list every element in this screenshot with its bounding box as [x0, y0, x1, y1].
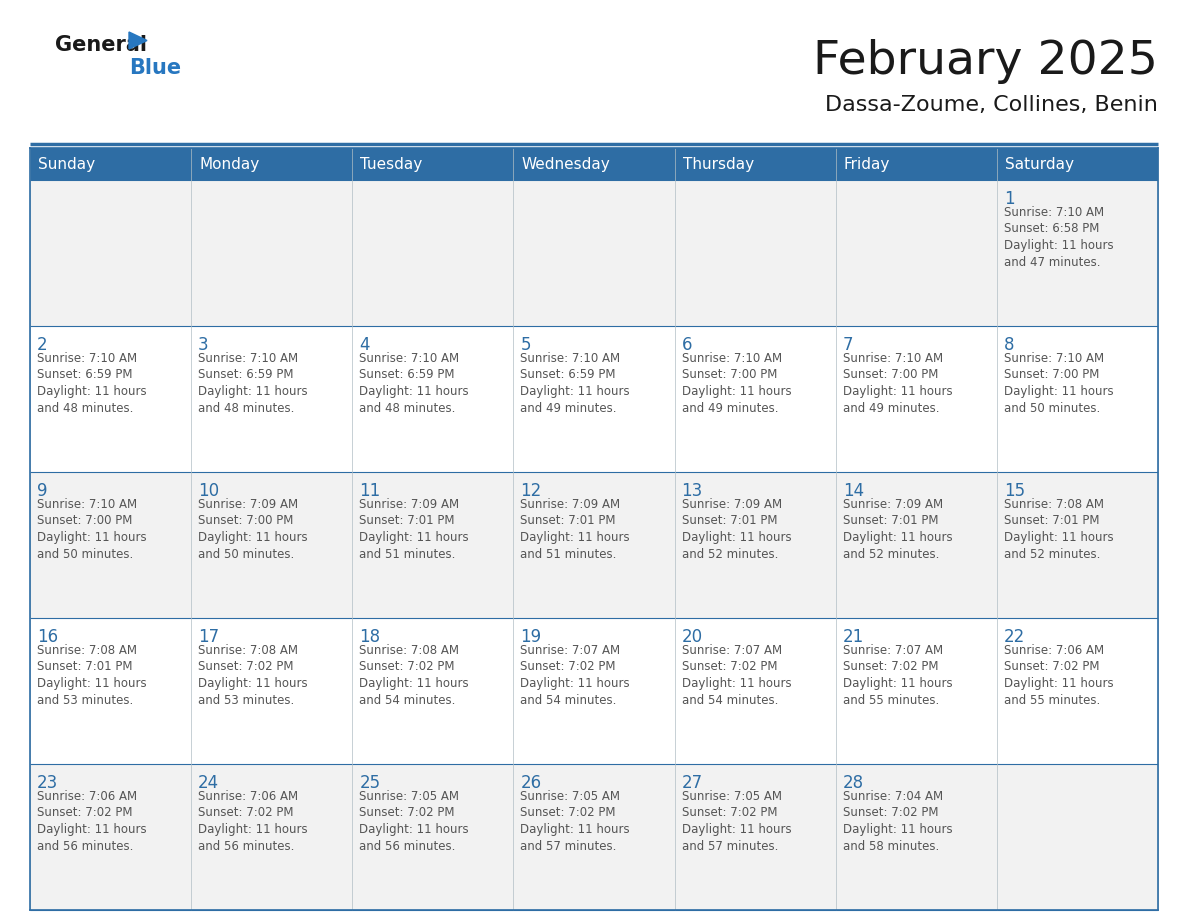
Text: 27: 27 [682, 774, 702, 792]
Text: 7: 7 [842, 336, 853, 354]
Text: Sunrise: 7:07 AM
Sunset: 7:02 PM
Daylight: 11 hours
and 54 minutes.: Sunrise: 7:07 AM Sunset: 7:02 PM Dayligh… [520, 644, 630, 707]
Text: Sunrise: 7:05 AM
Sunset: 7:02 PM
Daylight: 11 hours
and 57 minutes.: Sunrise: 7:05 AM Sunset: 7:02 PM Dayligh… [682, 790, 791, 853]
Text: Sunrise: 7:08 AM
Sunset: 7:02 PM
Daylight: 11 hours
and 54 minutes.: Sunrise: 7:08 AM Sunset: 7:02 PM Dayligh… [359, 644, 469, 707]
Text: 8: 8 [1004, 336, 1015, 354]
Text: Sunrise: 7:10 AM
Sunset: 6:59 PM
Daylight: 11 hours
and 48 minutes.: Sunrise: 7:10 AM Sunset: 6:59 PM Dayligh… [198, 352, 308, 415]
Text: Sunrise: 7:10 AM
Sunset: 7:00 PM
Daylight: 11 hours
and 49 minutes.: Sunrise: 7:10 AM Sunset: 7:00 PM Dayligh… [682, 352, 791, 415]
Text: Sunrise: 7:04 AM
Sunset: 7:02 PM
Daylight: 11 hours
and 58 minutes.: Sunrise: 7:04 AM Sunset: 7:02 PM Dayligh… [842, 790, 953, 853]
Text: February 2025: February 2025 [813, 39, 1158, 84]
Text: 13: 13 [682, 482, 703, 500]
Text: 26: 26 [520, 774, 542, 792]
Text: 22: 22 [1004, 628, 1025, 646]
Text: Sunrise: 7:10 AM
Sunset: 6:59 PM
Daylight: 11 hours
and 48 minutes.: Sunrise: 7:10 AM Sunset: 6:59 PM Dayligh… [37, 352, 146, 415]
Text: Sunrise: 7:09 AM
Sunset: 7:01 PM
Daylight: 11 hours
and 51 minutes.: Sunrise: 7:09 AM Sunset: 7:01 PM Dayligh… [520, 498, 630, 561]
Text: 12: 12 [520, 482, 542, 500]
Text: Sunday: Sunday [38, 156, 95, 172]
Text: 21: 21 [842, 628, 864, 646]
Text: 2: 2 [37, 336, 48, 354]
Text: Sunrise: 7:05 AM
Sunset: 7:02 PM
Daylight: 11 hours
and 56 minutes.: Sunrise: 7:05 AM Sunset: 7:02 PM Dayligh… [359, 790, 469, 853]
Text: Thursday: Thursday [683, 156, 753, 172]
Text: Sunrise: 7:09 AM
Sunset: 7:01 PM
Daylight: 11 hours
and 52 minutes.: Sunrise: 7:09 AM Sunset: 7:01 PM Dayligh… [682, 498, 791, 561]
Text: Sunrise: 7:09 AM
Sunset: 7:01 PM
Daylight: 11 hours
and 52 minutes.: Sunrise: 7:09 AM Sunset: 7:01 PM Dayligh… [842, 498, 953, 561]
Text: Sunrise: 7:10 AM
Sunset: 6:59 PM
Daylight: 11 hours
and 49 minutes.: Sunrise: 7:10 AM Sunset: 6:59 PM Dayligh… [520, 352, 630, 415]
Text: Sunrise: 7:10 AM
Sunset: 6:59 PM
Daylight: 11 hours
and 48 minutes.: Sunrise: 7:10 AM Sunset: 6:59 PM Dayligh… [359, 352, 469, 415]
Text: Sunrise: 7:09 AM
Sunset: 7:00 PM
Daylight: 11 hours
and 50 minutes.: Sunrise: 7:09 AM Sunset: 7:00 PM Dayligh… [198, 498, 308, 561]
Text: 20: 20 [682, 628, 702, 646]
Text: Sunrise: 7:05 AM
Sunset: 7:02 PM
Daylight: 11 hours
and 57 minutes.: Sunrise: 7:05 AM Sunset: 7:02 PM Dayligh… [520, 790, 630, 853]
Text: 10: 10 [198, 482, 220, 500]
Text: 15: 15 [1004, 482, 1025, 500]
Text: 3: 3 [198, 336, 209, 354]
Bar [30, 618, 1158, 764]
Bar [30, 180, 1158, 326]
Text: Blue: Blue [129, 58, 181, 78]
Text: Wednesday: Wednesday [522, 156, 611, 172]
Text: Sunrise: 7:06 AM
Sunset: 7:02 PM
Daylight: 11 hours
and 56 minutes.: Sunrise: 7:06 AM Sunset: 7:02 PM Dayligh… [198, 790, 308, 853]
Text: Sunrise: 7:06 AM
Sunset: 7:02 PM
Daylight: 11 hours
and 55 minutes.: Sunrise: 7:06 AM Sunset: 7:02 PM Dayligh… [1004, 644, 1113, 707]
Text: Friday: Friday [843, 156, 890, 172]
Text: 4: 4 [359, 336, 369, 354]
Text: Sunrise: 7:10 AM
Sunset: 7:00 PM
Daylight: 11 hours
and 49 minutes.: Sunrise: 7:10 AM Sunset: 7:00 PM Dayligh… [842, 352, 953, 415]
Text: Sunrise: 7:08 AM
Sunset: 7:01 PM
Daylight: 11 hours
and 53 minutes.: Sunrise: 7:08 AM Sunset: 7:01 PM Dayligh… [37, 644, 146, 707]
Text: 9: 9 [37, 482, 48, 500]
Text: 25: 25 [359, 774, 380, 792]
Text: 17: 17 [198, 628, 220, 646]
Text: Sunrise: 7:06 AM
Sunset: 7:02 PM
Daylight: 11 hours
and 56 minutes.: Sunrise: 7:06 AM Sunset: 7:02 PM Dayligh… [37, 790, 146, 853]
Text: Sunrise: 7:08 AM
Sunset: 7:02 PM
Daylight: 11 hours
and 53 minutes.: Sunrise: 7:08 AM Sunset: 7:02 PM Dayligh… [198, 644, 308, 707]
Polygon shape [129, 32, 147, 49]
Text: 18: 18 [359, 628, 380, 646]
Text: Sunrise: 7:08 AM
Sunset: 7:01 PM
Daylight: 11 hours
and 52 minutes.: Sunrise: 7:08 AM Sunset: 7:01 PM Dayligh… [1004, 498, 1113, 561]
Text: Sunrise: 7:07 AM
Sunset: 7:02 PM
Daylight: 11 hours
and 55 minutes.: Sunrise: 7:07 AM Sunset: 7:02 PM Dayligh… [842, 644, 953, 707]
Text: 24: 24 [198, 774, 220, 792]
Text: 1: 1 [1004, 190, 1015, 208]
Text: 19: 19 [520, 628, 542, 646]
Text: Tuesday: Tuesday [360, 156, 423, 172]
Bar [30, 764, 1158, 910]
Text: Dassa-Zoume, Collines, Benin: Dassa-Zoume, Collines, Benin [826, 95, 1158, 115]
Text: Sunrise: 7:10 AM
Sunset: 6:58 PM
Daylight: 11 hours
and 47 minutes.: Sunrise: 7:10 AM Sunset: 6:58 PM Dayligh… [1004, 206, 1113, 268]
Text: Sunrise: 7:09 AM
Sunset: 7:01 PM
Daylight: 11 hours
and 51 minutes.: Sunrise: 7:09 AM Sunset: 7:01 PM Dayligh… [359, 498, 469, 561]
Text: 16: 16 [37, 628, 58, 646]
Text: Sunrise: 7:10 AM
Sunset: 7:00 PM
Daylight: 11 hours
and 50 minutes.: Sunrise: 7:10 AM Sunset: 7:00 PM Dayligh… [37, 498, 146, 561]
Bar [30, 472, 1158, 618]
Text: Sunrise: 7:10 AM
Sunset: 7:00 PM
Daylight: 11 hours
and 50 minutes.: Sunrise: 7:10 AM Sunset: 7:00 PM Dayligh… [1004, 352, 1113, 415]
Text: 6: 6 [682, 336, 693, 354]
Bar [30, 148, 1158, 180]
Text: General: General [55, 35, 147, 55]
Text: 28: 28 [842, 774, 864, 792]
Text: 23: 23 [37, 774, 58, 792]
Bar [30, 326, 1158, 472]
Text: Monday: Monday [200, 156, 259, 172]
Text: Sunrise: 7:07 AM
Sunset: 7:02 PM
Daylight: 11 hours
and 54 minutes.: Sunrise: 7:07 AM Sunset: 7:02 PM Dayligh… [682, 644, 791, 707]
Text: 5: 5 [520, 336, 531, 354]
Text: Saturday: Saturday [1005, 156, 1074, 172]
Text: 14: 14 [842, 482, 864, 500]
Text: 11: 11 [359, 482, 380, 500]
